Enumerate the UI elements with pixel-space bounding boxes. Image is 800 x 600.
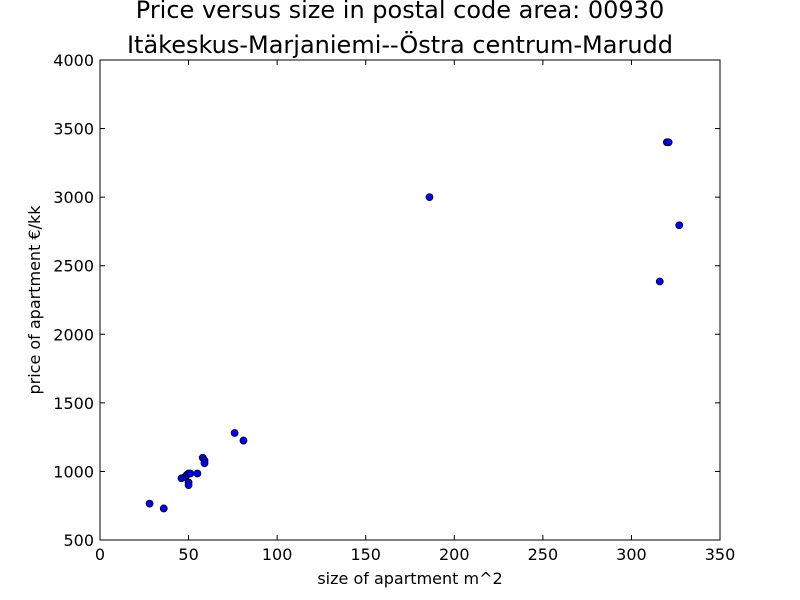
y-tick-label: 1000 xyxy=(53,462,94,481)
data-point xyxy=(230,429,239,437)
data-point xyxy=(664,138,673,147)
x-tick-label: 150 xyxy=(350,545,381,564)
data-points xyxy=(145,138,684,513)
plot-area xyxy=(99,59,721,541)
data-point xyxy=(186,469,195,478)
y-axis-label: price of apartment €/kk xyxy=(25,205,44,395)
data-point xyxy=(239,436,248,445)
x-axis-label: size of apartment m^2 xyxy=(317,569,502,588)
x-tick-label: 100 xyxy=(262,545,293,564)
y-tick-label: 2000 xyxy=(53,325,94,344)
data-point xyxy=(655,277,664,286)
data-point xyxy=(193,469,202,478)
x-tick-label: 250 xyxy=(528,545,559,564)
y-tick-label: 2500 xyxy=(53,257,94,276)
data-point xyxy=(675,221,684,230)
data-point xyxy=(184,481,193,490)
chart-title-line-2: Itäkeskus-Marjaniemi--Östra centrum-Maru… xyxy=(126,31,674,59)
y-tick-label: 500 xyxy=(63,531,94,550)
data-point xyxy=(200,459,209,468)
x-tick-label: 0 xyxy=(95,545,105,564)
axis-ticks: 0 50 100 150 200 250 300 350 500 1000 1500 2000 2500… xyxy=(53,51,735,564)
chart-title-line-1: Price versus size in postal code area: 0… xyxy=(135,0,665,24)
y-tick-label: 4000 xyxy=(53,51,94,70)
x-tick-label: 350 xyxy=(705,545,736,564)
data-point xyxy=(159,504,168,513)
data-point xyxy=(145,499,154,508)
y-tick-label: 3000 xyxy=(53,188,94,207)
x-tick-label: 300 xyxy=(616,545,647,564)
y-tick-label: 1500 xyxy=(53,394,94,413)
x-tick-label: 50 xyxy=(178,545,198,564)
y-tick-label: 3500 xyxy=(53,120,94,139)
data-point xyxy=(425,193,434,202)
x-tick-label: 200 xyxy=(439,545,470,564)
